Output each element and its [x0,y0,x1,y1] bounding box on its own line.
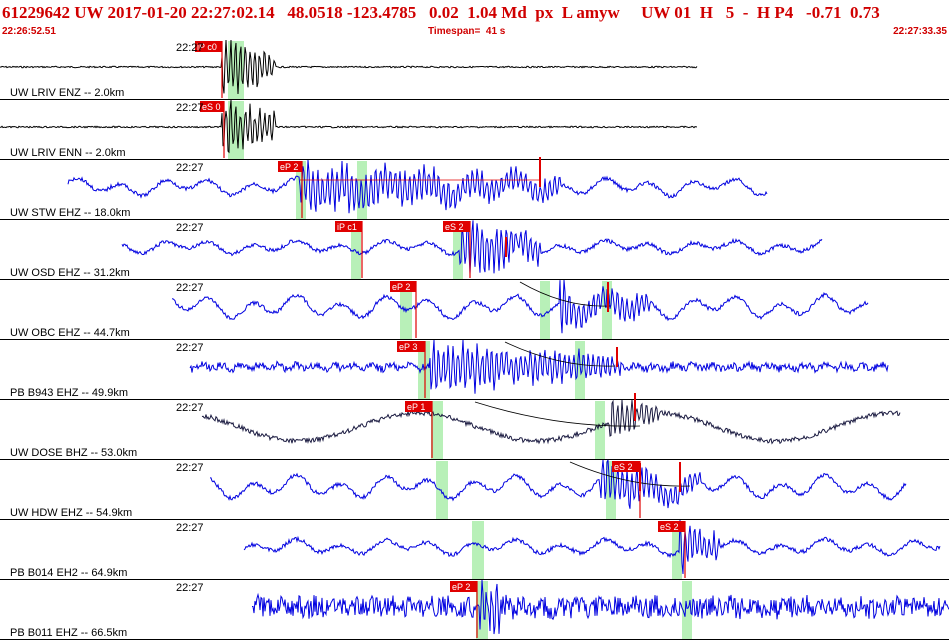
phase-window [476,581,488,639]
phase-window [236,101,244,159]
station-label: PB B011 EHZ -- 66.5km [10,627,127,639]
trace-row[interactable]: eP 1 22:27 UW DOSE BHZ -- 53.0km [0,393,949,460]
phase-pick-flag[interactable] [278,161,302,172]
station-label: PB B014 EH2 -- 64.9km [10,567,127,579]
waveform-trace [201,399,901,445]
station-label: UW OBC EHZ -- 44.7km [10,327,130,339]
phase-pick-label: iP c0 [197,42,217,52]
phase-window [472,521,484,579]
trace-time-label: 22:27 [176,102,204,114]
phase-pick-label: eP 1 [407,402,425,412]
trace-row[interactable]: eP 2 22:27 PB B011 EHZ -- 66.5km [0,579,949,640]
phase-window [431,401,443,459]
waveform-trace [67,159,768,214]
station-label: UW HDW EHZ -- 54.9km [10,507,132,519]
waveform-trace [0,40,698,95]
trace-time-label: 22:27 [176,42,204,54]
phase-window [453,221,463,279]
trace-time-label: 22:27 [176,342,204,354]
travel-time-curve [504,341,616,367]
phase-pick-label: eP 3 [399,342,417,352]
trace-row[interactable]: eS 2 22:27 UW HDW EHZ -- 54.9km [0,459,949,520]
travel-time-curve [474,401,641,427]
station-label: PB B943 EHZ -- 49.9km [10,387,128,399]
trace-time-label: 22:27 [176,402,204,414]
trace-row[interactable]: eS 022:27 UW LRIV ENN -- 2.0km [0,99,949,160]
trace-row[interactable]: eP 2 22:27 UW OBC EHZ -- 44.7km [0,279,949,340]
phase-window [351,221,361,279]
trace-row[interactable]: eP 2 22:27 UW STW EHZ -- 18.0km [0,157,949,220]
station-label: UW LRIV ENZ -- 2.0km [10,87,124,99]
phase-pick-flag[interactable] [335,221,362,232]
trace-time-label: 22:27 [176,462,204,474]
phase-pick-flag[interactable] [200,101,224,112]
waveform-trace [243,519,941,575]
trace-row[interactable]: eS 2 22:27 PB B014 EH2 -- 64.9km [0,519,949,580]
event-summary-line: 61229642 UW 2017-01-20 22:27:02.14 48.05… [2,3,880,22]
phase-pick-flag[interactable] [397,341,425,352]
start-time: 22:26:52.51 [2,26,56,37]
phase-pick-label: eS 0 [202,102,221,112]
phase-pick-label: eS 2 [660,522,679,532]
waveform-trace [171,279,869,334]
trace-time-label: 22:27 [176,282,204,294]
phase-pick-label: eP 2 [280,162,298,172]
station-label: UW LRIV ENN -- 2.0km [10,147,126,159]
phase-pick-label: eP 2 [392,282,410,292]
travel-time-curve [519,281,611,307]
waveform-trace [0,99,697,154]
phase-pick-flag[interactable] [658,521,685,532]
phase-pick-flag[interactable] [390,281,416,292]
phase-window [595,401,605,459]
phase-pick-label: iP c1 [337,222,357,232]
phase-pick-flag[interactable] [405,401,432,412]
phase-window [575,341,585,399]
phase-pick-flag[interactable] [443,221,470,232]
station-label: UW DOSE BHZ -- 53.0km [10,447,137,459]
trace-row[interactable]: eP 3 22:27 PB B943 EHZ -- 49.9km [0,339,949,400]
waveform-trace [189,339,889,394]
trace-time-label: 22:27 [176,582,204,594]
trace-time-label: 22:27 [176,162,204,174]
trace-row[interactable]: iP c1 eS 2 22:27 UW OSD EHZ -- 31.2km [0,220,949,280]
phase-window [540,281,550,339]
phase-pick-label: eS 2 [445,222,464,232]
phase-window [236,41,244,99]
event-header: 61229642 UW 2017-01-20 22:27:02.14 48.05… [0,0,949,40]
phase-pick-label: eS 2 [614,462,633,472]
phase-window [672,521,682,579]
phase-window [296,161,306,219]
phase-pick-label: eP 2 [452,582,470,592]
end-time: 22:27:33.35 [893,26,947,37]
phase-window [682,581,692,639]
station-label: UW STW EHZ -- 18.0km [10,207,130,219]
timespan: Timespan= 41 s [428,26,506,37]
phase-pick-flag[interactable] [450,581,477,592]
waveform-trace [252,579,949,635]
trace-time-label: 22:27 [176,522,204,534]
station-label: UW OSD EHZ -- 31.2km [10,267,130,279]
travel-time-curve [569,461,691,487]
phase-window [436,461,448,519]
phase-pick-flag[interactable] [612,461,640,472]
waveform-trace [210,459,907,509]
waveform-trace [121,220,823,275]
trace-time-label: 22:27 [176,222,204,234]
phase-pick-flag[interactable] [195,41,222,52]
